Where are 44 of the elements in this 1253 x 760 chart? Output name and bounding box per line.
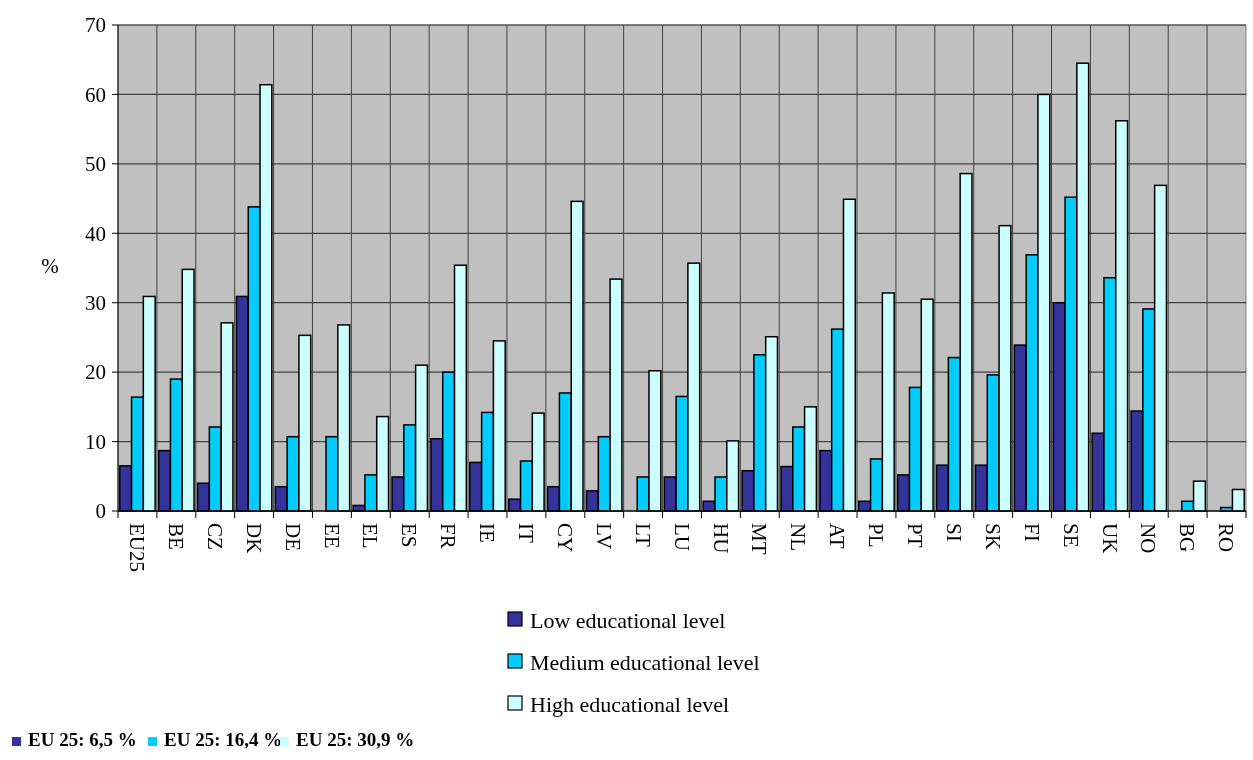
x-tick-label: EL xyxy=(358,523,383,549)
x-tick-label: LU xyxy=(669,523,694,551)
text: EU 25: 30,9 % xyxy=(296,729,415,750)
x-tick-label: ES xyxy=(397,523,422,548)
x-tick-label: CY xyxy=(552,523,577,553)
legend-label: Medium educational level xyxy=(530,649,760,675)
y-tick-label: 40 xyxy=(85,221,106,246)
x-tick-label: UK xyxy=(1097,523,1122,554)
x-tick-label: EE xyxy=(319,523,344,549)
x-tick-label: FR xyxy=(436,523,461,549)
y-tick-label: 50 xyxy=(85,152,106,177)
x-tick-label: AT xyxy=(825,523,850,549)
x-tick-label: BG xyxy=(1175,523,1200,553)
legend-label: High educational level xyxy=(530,691,730,717)
x-tick-label: LT xyxy=(630,523,655,547)
x-tick-label: DK xyxy=(241,523,266,554)
y-tick-label: 0 xyxy=(95,499,106,524)
x-tick-label: LV xyxy=(591,523,616,550)
x-tick-label: SI xyxy=(941,523,966,542)
y-tick-label: 60 xyxy=(85,82,106,107)
x-tick-label: IE xyxy=(475,523,500,543)
x-tick-label: EU25 xyxy=(125,523,150,572)
y-axis-title: % xyxy=(41,254,59,278)
y-tick-label: 30 xyxy=(85,291,106,316)
x-tick-label: IT xyxy=(514,523,539,543)
text: EU 25: 6,5 % xyxy=(28,729,137,750)
x-tick-label: SK xyxy=(980,523,1005,550)
x-tick-label: BE xyxy=(163,523,188,550)
x-tick-label: CZ xyxy=(202,523,227,550)
x-tick-label: PL xyxy=(864,523,889,548)
x-tick-label: DE xyxy=(280,523,305,551)
x-tick-label: SE xyxy=(1058,523,1083,548)
y-tick-label: 70 xyxy=(85,13,106,38)
x-tick-label: PT xyxy=(903,523,928,548)
x-tick-label: HU xyxy=(708,523,733,554)
y-tick-label: 20 xyxy=(85,360,106,385)
x-tick-label: MT xyxy=(747,523,772,555)
x-tick-label: NL xyxy=(786,523,811,551)
text: EU 25: 16,4 % xyxy=(164,729,283,750)
x-tick-label: RO xyxy=(1214,523,1239,553)
x-tick-label: NO xyxy=(1136,523,1161,554)
x-tick-label: FI xyxy=(1019,523,1044,542)
y-tick-label: 10 xyxy=(85,429,106,454)
legend-label: Low educational level xyxy=(530,607,726,633)
